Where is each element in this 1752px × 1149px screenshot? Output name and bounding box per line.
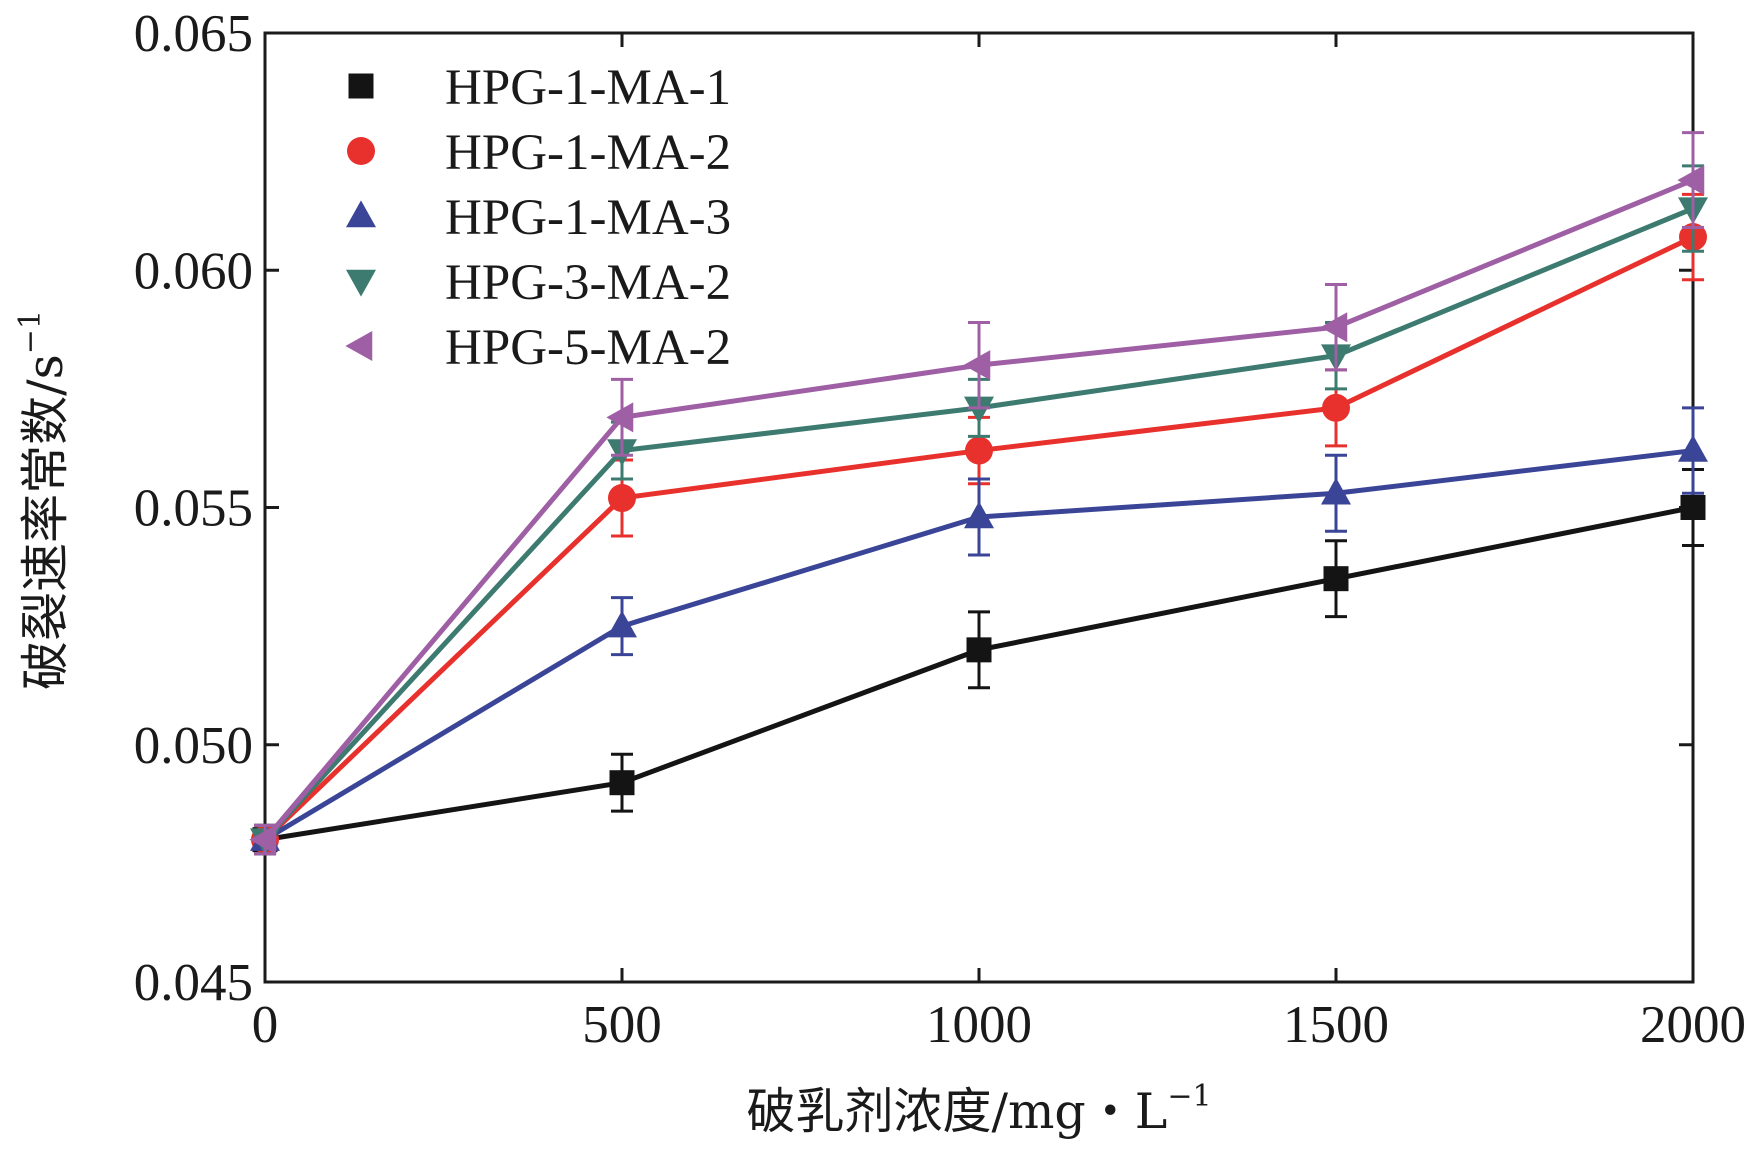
y-axis-label: 破裂速率常数/s−1 bbox=[13, 310, 74, 690]
legend: HPG-1-MA-1 HPG-1-MA-2 HPG-1-MA-3 HPG-3-MA-2… bbox=[345, 60, 731, 376]
data-point bbox=[607, 610, 637, 638]
x-tick-label: 1000 bbox=[926, 996, 1032, 1054]
y-tick-label: 0.045 bbox=[134, 954, 253, 1012]
data-point bbox=[1678, 434, 1708, 462]
y-axis-label-unit-superscript: −1 bbox=[13, 310, 48, 354]
x-tick-label: 0 bbox=[252, 996, 279, 1054]
data-point bbox=[1680, 495, 1706, 520]
x-tick-label: 1500 bbox=[1283, 996, 1389, 1054]
data-point bbox=[249, 824, 277, 855]
legend-marker bbox=[345, 331, 373, 361]
data-point bbox=[1321, 477, 1351, 505]
legend-marker bbox=[346, 269, 376, 297]
legend-item: HPG-5-MA-2 bbox=[345, 320, 731, 376]
x-tick-label: 500 bbox=[582, 996, 662, 1054]
legend-item: HPG-3-MA-2 bbox=[346, 255, 731, 311]
y-tick-label: 0.060 bbox=[134, 242, 253, 300]
data-point bbox=[965, 436, 993, 465]
legend-marker bbox=[348, 73, 374, 99]
data-point bbox=[1677, 165, 1705, 196]
data-point bbox=[964, 396, 994, 424]
x-axis-label: 破乳剂浓度/mg・L−1 bbox=[746, 1079, 1211, 1140]
legend-label: HPG-3-MA-2 bbox=[445, 255, 731, 311]
axis-ticks: 0 500 1000 1500 2000 0.045 0.050 0.055 0.060 0.06… bbox=[134, 5, 1746, 1054]
data-point bbox=[1320, 312, 1348, 343]
data-point bbox=[963, 350, 991, 381]
y-tick-label: 0.050 bbox=[134, 717, 253, 775]
y-tick-label: 0.055 bbox=[134, 480, 253, 538]
legend-label: HPG-5-MA-2 bbox=[445, 320, 731, 376]
legend-item: HPG-1-MA-1 bbox=[348, 60, 731, 116]
series-layer bbox=[249, 131, 1708, 856]
data-point bbox=[964, 501, 994, 529]
legend-label: HPG-1-MA-2 bbox=[445, 125, 731, 181]
series-hpg-5-ma-2 bbox=[249, 131, 1705, 856]
legend-marker bbox=[346, 200, 376, 228]
data-point bbox=[608, 484, 636, 513]
x-axis-label-unit-superscript: −1 bbox=[1167, 1079, 1211, 1114]
data-point bbox=[1322, 393, 1350, 422]
y-axis-label-text: 破裂速率常数/s bbox=[17, 354, 74, 690]
legend-item: HPG-1-MA-3 bbox=[346, 190, 731, 246]
data-point bbox=[606, 402, 634, 433]
legend-item: HPG-1-MA-2 bbox=[347, 125, 731, 181]
y-tick-label: 0.065 bbox=[134, 5, 253, 63]
data-point bbox=[1323, 566, 1349, 592]
data-point bbox=[609, 770, 635, 796]
legend-label: HPG-1-MA-1 bbox=[445, 60, 731, 116]
legend-marker bbox=[347, 137, 375, 165]
x-axis-label-text: 破乳剂浓度/mg・L bbox=[746, 1083, 1167, 1140]
legend-label: HPG-1-MA-3 bbox=[445, 190, 731, 246]
data-point bbox=[966, 637, 992, 663]
x-tick-label: 2000 bbox=[1640, 996, 1746, 1054]
